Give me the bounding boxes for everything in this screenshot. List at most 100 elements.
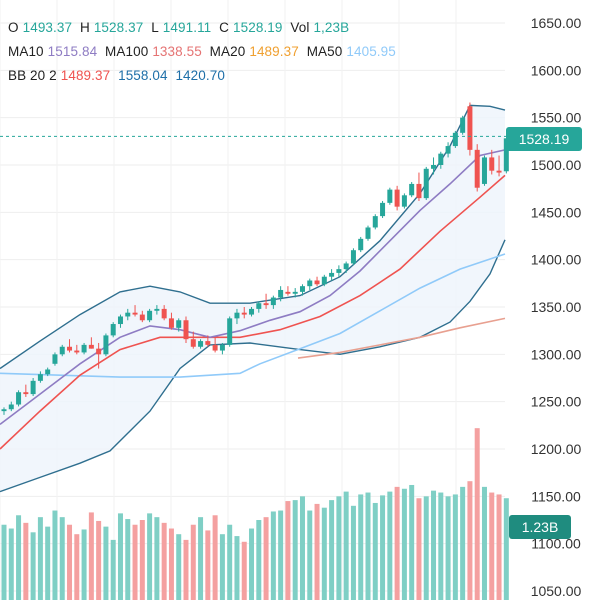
- candle-body: [198, 341, 204, 347]
- candle: [117, 314, 123, 328]
- candle: [59, 344, 65, 357]
- candle-body: [460, 117, 466, 133]
- volume-bar: [125, 519, 131, 600]
- candle: [460, 115, 466, 135]
- volume-bar: [496, 494, 502, 600]
- candle: [474, 144, 480, 192]
- candle-body: [285, 291, 291, 294]
- volume-bar: [81, 529, 87, 600]
- candle-body: [59, 346, 65, 355]
- volume-bar: [350, 505, 356, 600]
- candle-body: [329, 272, 335, 277]
- volume-bar: [278, 510, 284, 600]
- candle-body: [168, 318, 174, 328]
- ohlc-legend: O 1493.37 H 1528.37 L 1491.11 C 1528.19 Vol 1…: [8, 20, 353, 35]
- y-tick-label: 1650.00: [531, 15, 582, 31]
- candle-body: [467, 106, 473, 150]
- volume-bar: [110, 539, 116, 600]
- volume-bar: [88, 512, 94, 600]
- candle-body: [1, 409, 7, 412]
- candle-body: [343, 263, 349, 270]
- candle: [387, 187, 393, 205]
- bb-upper-value: 1558.04: [118, 68, 168, 83]
- volume-bar: [227, 524, 233, 600]
- candle: [37, 371, 43, 383]
- volume-bar: [103, 526, 109, 600]
- candle-body: [307, 280, 313, 287]
- volume-bar: [401, 488, 407, 600]
- candle-body: [52, 354, 58, 364]
- candle-body: [416, 183, 422, 199]
- volume-bar: [314, 503, 320, 600]
- candle-body: [314, 280, 320, 285]
- candle-body: [278, 289, 284, 298]
- volume-bar: [23, 522, 29, 600]
- candle-body: [74, 350, 80, 353]
- candle-body: [219, 344, 225, 351]
- volume-bar: [212, 515, 218, 600]
- candle: [496, 155, 502, 177]
- candle: [154, 305, 160, 315]
- candle: [489, 149, 495, 175]
- volume-badge-bg: [509, 515, 571, 539]
- candle: [176, 318, 182, 332]
- volume-badge: 1.23B: [522, 519, 559, 535]
- candle-body: [496, 170, 502, 173]
- volume-bar: [336, 496, 342, 600]
- candle-body: [387, 189, 393, 203]
- volume-bar: [147, 513, 153, 600]
- candle: [234, 308, 240, 325]
- candle: [431, 157, 437, 175]
- candle: [292, 288, 298, 298]
- candle-body: [227, 318, 233, 345]
- candle: [350, 248, 356, 266]
- candle-body: [88, 344, 94, 349]
- candle: [161, 305, 167, 321]
- open-value: 1493.37: [22, 20, 73, 35]
- candle-body: [321, 276, 327, 285]
- candle-body: [350, 250, 356, 264]
- candle-body: [96, 348, 102, 355]
- volume-bar: [321, 507, 327, 600]
- candle-body: [249, 308, 255, 315]
- volume-bar: [59, 517, 65, 600]
- volume-bar: [67, 524, 73, 600]
- y-tick-label: 1250.00: [531, 394, 582, 410]
- candle: [23, 384, 29, 397]
- candle-body: [190, 339, 196, 347]
- high-label: H: [79, 20, 90, 35]
- candle-body: [161, 308, 167, 319]
- candle: [198, 339, 204, 349]
- candle: [452, 130, 458, 148]
- ma100-value: 1338.55: [152, 44, 202, 59]
- bb-fill: [0, 105, 505, 492]
- volume-bar: [343, 491, 349, 600]
- candle-body: [45, 369, 51, 375]
- volume-bar: [139, 520, 145, 600]
- volume-bar: [270, 511, 276, 600]
- volume-bar: [241, 541, 247, 600]
- candle-body: [365, 227, 371, 239]
- ma10-label: MA10: [8, 44, 44, 59]
- candle-body: [489, 157, 495, 171]
- y-tick-label: 1350.00: [531, 299, 582, 315]
- candle-body: [212, 344, 218, 351]
- candle: [358, 236, 364, 253]
- volume-bar: [161, 522, 167, 600]
- y-tick-label: 1100.00: [531, 536, 581, 552]
- bb-label: BB 20 2: [8, 68, 57, 83]
- volume-bar: [299, 496, 305, 600]
- ma100-label: MA100: [105, 44, 149, 59]
- candle-body: [358, 238, 364, 251]
- volume-bars: [1, 428, 509, 600]
- candle: [372, 214, 378, 230]
- candle-body: [8, 404, 14, 410]
- candle: [270, 295, 276, 309]
- candle: [52, 352, 58, 366]
- volume-bar: [205, 530, 211, 600]
- candle: [103, 333, 109, 357]
- close-label: C: [219, 20, 230, 35]
- candle-body: [125, 312, 131, 317]
- candle-body: [81, 344, 87, 353]
